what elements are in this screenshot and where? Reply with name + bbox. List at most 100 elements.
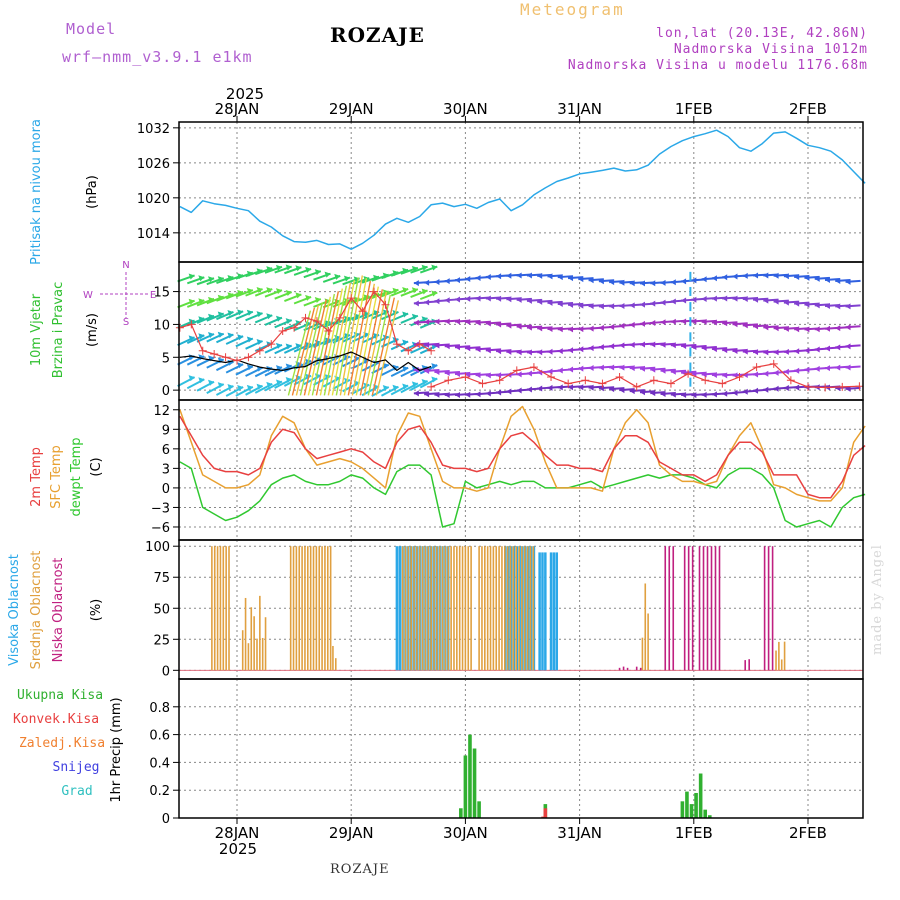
wind-arrow [319,288,344,396]
wind-gust-marker [444,376,453,385]
model-label: Model [66,20,117,38]
wind-gust-marker [564,379,573,388]
wind-arrow [315,291,340,396]
wind-arrow-head [314,269,321,276]
wind-arrow-head [424,279,430,286]
wind-arrow-head [619,364,625,371]
wind-arrow-head [256,287,263,294]
dewpoint-label: dewpt Temp [69,437,84,516]
wind-arrow-head [824,302,830,309]
cloud-mid-bar [481,546,483,671]
cloud-mid-bar [775,650,777,671]
cloud-high-bar [544,552,547,671]
cloud-mid-bar [329,546,332,671]
wind-arrow-head [794,348,800,355]
wind-gust-marker [461,373,470,381]
wind-gust-marker [735,373,744,381]
cloud-mid-bar [498,546,500,671]
wind-arrow-head [402,383,409,390]
cloud-mid-bar [332,645,334,671]
wind-arrow-head [639,320,645,327]
wind-gust-marker [632,382,641,391]
cloud-mid-bar [641,637,644,671]
wind-arrow-head [650,390,656,397]
wind-arrow-head [568,326,574,333]
wind-arrow-head [639,389,645,396]
cloud-unit: (%) [89,599,104,622]
cloud-mid-bar [219,546,222,671]
wind-arrow-head [557,326,563,333]
wind-arrow-head [691,392,697,399]
compass-e-label: E [150,290,156,301]
wind-gust-marker [581,376,590,385]
wind-gust-marker [244,353,253,362]
cloud-mid-bar [250,607,253,671]
wind-arrow-head [454,296,460,303]
wind-arrow-head [824,325,830,332]
wind-arrow-head [722,347,728,354]
wind-arrow-head [537,272,543,279]
wind-tick-label: 15 [153,286,170,301]
meteogram-label: Meteogram [520,0,625,19]
wind-gust-marker [701,376,710,385]
wind-arrow-head [783,325,789,332]
wind-arrow-head [783,273,789,280]
wind-arrow-head [496,348,502,355]
wind-arrow-head [208,276,215,283]
wind-arrow-head [824,345,830,352]
cloud-mid-bar [424,546,427,671]
wind-arrow-head [266,266,273,273]
wind-arrow-head [547,368,553,375]
wind-arrow [367,294,392,396]
wind-arrow-head [804,366,810,373]
wind-arrow-head [496,295,502,302]
page-title: ROZAJE [330,23,425,47]
wind-arrow-head [237,384,244,391]
wind-arrow-head [454,344,460,351]
wind-arrow-head [598,278,604,285]
wind-arrow-head [382,385,389,392]
compass-w-label: W [83,290,93,301]
wind-arrow [363,291,388,396]
cloud-mid-bar [644,583,647,671]
cloud-tick-label: 0 [162,664,170,679]
wind-arrow-head [537,325,543,332]
wind-arrow-head [783,299,789,306]
wind-arrow-head [783,368,789,375]
cloud-mid-bar [295,546,298,671]
cloud-mid-bar [334,658,337,671]
wind-arrow-head [421,316,428,323]
wind-arrow-head [285,290,292,297]
wind-arrow [299,302,324,396]
cloud-low-label: Niska Oblacnost [51,558,66,663]
wind-arrow-head [701,318,707,325]
wind-arrow-head [660,279,666,286]
pressure-tick-label: 1014 [137,227,170,242]
cloud-high-bar [549,552,553,671]
precip-tick-label: 0.6 [149,729,170,744]
wind-gust-marker [267,340,276,349]
cloud-mid-bar [518,546,520,671]
wind-arrow-head [444,343,450,350]
cloud-mid-bar [289,546,292,671]
wind-arrow-head [835,344,841,351]
cloud-mid-label: Srednja Oblacnost [29,551,44,670]
wind-gust-marker [221,353,230,362]
wind-arrow-head [701,371,707,378]
wind-arrow-head [670,318,676,325]
wind-arrow-head [773,349,779,356]
cloud-mid-bar [489,546,492,671]
wind-arrow-head [824,276,830,283]
wind-arrow-head [285,377,292,384]
wind-arrow-head [198,275,205,282]
wind-arrow-head [578,302,584,309]
wind-arrow-head [485,372,491,379]
wind-arrow-head [227,383,234,390]
wind-arrow-head [588,384,594,391]
wind-arrow-head [444,318,450,325]
wind-arrow-head [434,298,440,305]
wind-arrow-head [475,391,481,398]
wind-arrow-head [660,299,666,306]
wind-arrow-head [275,379,282,386]
